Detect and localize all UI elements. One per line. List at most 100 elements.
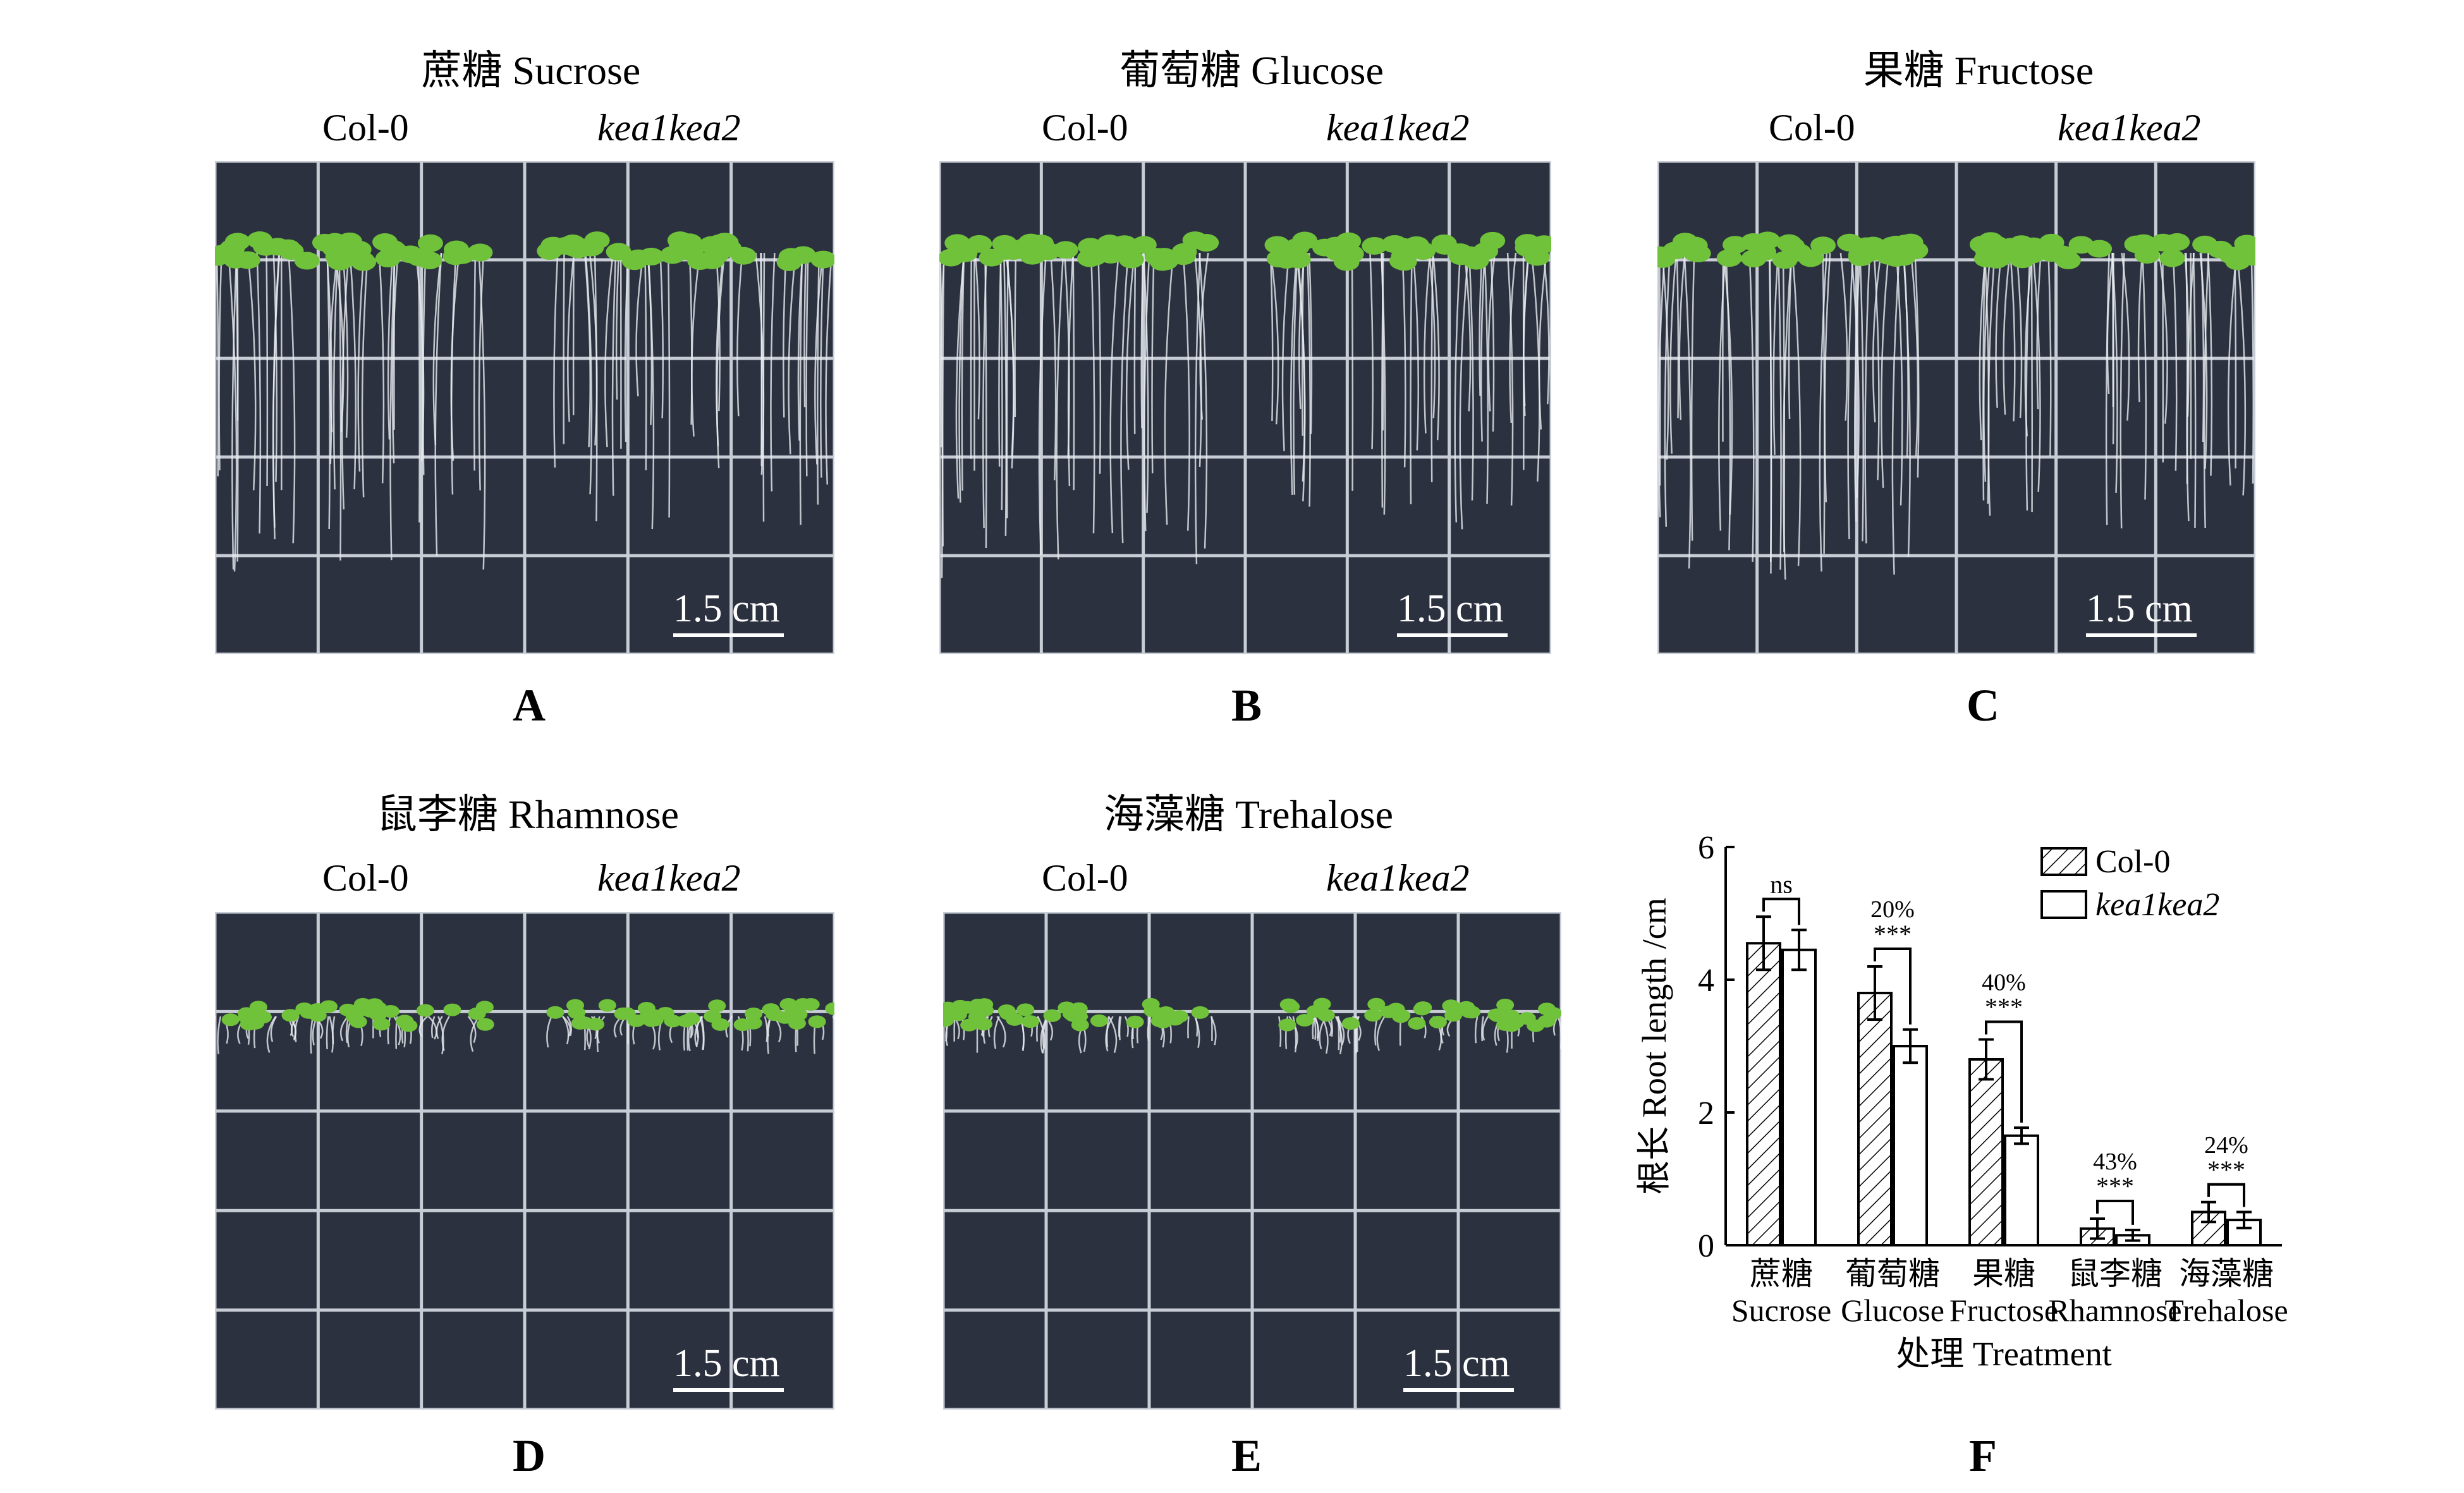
seedling-plate-photo	[943, 912, 1561, 1410]
significance-bracket	[1874, 948, 1912, 1025]
x-tick-label-en: Fructose	[1949, 1293, 2058, 1328]
error-bar	[1979, 1038, 1994, 1081]
legend: Col-0 kea1kea2	[2040, 844, 2219, 923]
scale-bar-label: 1.5 cm	[1397, 587, 1504, 630]
legend-swatch	[2040, 847, 2087, 876]
panel-title: 果糖 Fructose	[1863, 48, 2094, 93]
scale-bar	[673, 1388, 784, 1392]
y-axis-label: 根长 Root length /cm	[1635, 898, 1673, 1194]
legend-swatch	[2040, 890, 2087, 919]
legend-label: kea1kea2	[2095, 887, 2219, 923]
bar-col0	[1857, 992, 1893, 1246]
error-bar	[2125, 1228, 2140, 1242]
seedlings-col0	[943, 997, 1217, 1054]
significance-label: ns	[1770, 870, 1793, 898]
seedlings-mutant	[537, 231, 834, 530]
seedlings-col0	[939, 231, 1219, 578]
significance-bracket	[1985, 1020, 2023, 1123]
seedlings-mutant	[1969, 232, 2255, 528]
genotype-label-left: Col-0	[1042, 107, 1128, 149]
x-tick-label-en: Sucrose	[1731, 1293, 1831, 1328]
significance-label: ***	[1874, 920, 1912, 948]
x-tick-label-cn: 果糖	[1972, 1256, 2035, 1291]
panel-letter: D	[513, 1430, 546, 1481]
panel-title: 鼠李糖 Rhamnose	[376, 792, 680, 837]
x-tick-label-cn: 海藻糖	[2179, 1256, 2274, 1291]
percent-label: 43%	[2093, 1149, 2137, 1175]
error-bar	[2201, 1200, 2216, 1224]
y-tick-label: 0	[1698, 1228, 1714, 1264]
percent-label: 20%	[1870, 896, 1915, 923]
plate-illustration	[943, 912, 1561, 1410]
significance-bracket	[1762, 898, 1800, 925]
seedlings-mutant	[1264, 231, 1551, 530]
scale-bar	[1403, 1388, 1514, 1392]
plate-illustration	[215, 912, 834, 1410]
plate-illustration	[1657, 161, 2255, 654]
legend-label: Col-0	[2095, 844, 2170, 880]
genotype-label-left: Col-0	[1769, 107, 1855, 149]
seedlings-col0	[215, 997, 494, 1054]
seedling-plate-photo	[1657, 161, 2255, 654]
seedlings-mutant	[1278, 997, 1561, 1054]
scale-bar	[673, 633, 784, 637]
x-tick-label-en: Rhamnose	[2048, 1293, 2181, 1328]
error-bar	[2236, 1210, 2252, 1229]
panel-letter: C	[1967, 680, 1999, 731]
x-tick-label-en: Trehalose	[2164, 1293, 2288, 1328]
panel-title: 蔗糖 Sucrose	[421, 48, 641, 93]
scale-bar-label: 1.5 cm	[1403, 1342, 1510, 1385]
bar-mutant	[1893, 1045, 1928, 1246]
y-tick-label: 4	[1698, 963, 1714, 999]
plate-illustration	[215, 161, 834, 654]
panel-title: 葡萄糖 Glucose	[1119, 48, 1384, 93]
y-tick-label: 2	[1698, 1095, 1714, 1131]
error-bar	[1756, 915, 1771, 972]
seedling-plate-photo	[939, 161, 1551, 654]
x-tick-label-cn: 蔗糖	[1750, 1256, 1813, 1291]
genotype-label-right: kea1kea2	[597, 857, 741, 899]
genotype-label-right: kea1kea2	[597, 107, 741, 149]
panel-letter: A	[513, 680, 546, 731]
bar-col0	[1968, 1058, 2004, 1246]
seedlings-col0	[1657, 231, 1929, 580]
scale-bar-label: 1.5 cm	[673, 1342, 780, 1385]
genotype-label-right: kea1kea2	[1326, 857, 1470, 899]
significance-bracket	[2207, 1183, 2245, 1207]
x-tick-label-cn: 葡萄糖	[1845, 1256, 1940, 1291]
percent-label: 40%	[1982, 970, 2026, 996]
bar-col0	[1746, 942, 1781, 1246]
panel-letter: E	[1231, 1430, 1262, 1481]
y-tick-label: 6	[1698, 830, 1714, 866]
scale-bar-label: 1.5 cm	[2086, 587, 2193, 630]
significance-label: ***	[2096, 1172, 2134, 1200]
error-bar	[1791, 929, 1807, 972]
error-bar	[1903, 1028, 1918, 1064]
genotype-label-left: Col-0	[322, 107, 409, 149]
genotype-label-left: Col-0	[322, 857, 409, 899]
genotype-label-right: kea1kea2	[1326, 107, 1470, 149]
seedlings-col0	[215, 231, 493, 572]
error-bar	[1867, 965, 1882, 1021]
plate-grid	[215, 912, 834, 1410]
percent-label: 24%	[2204, 1132, 2248, 1159]
seedling-plate-photo	[215, 161, 834, 654]
x-axis-label: 处理 Treatment	[1896, 1335, 2111, 1372]
significance-bracket	[2096, 1200, 2134, 1225]
plate-illustration	[939, 161, 1551, 654]
panel-letter: B	[1231, 680, 1262, 731]
x-tick-label-en: Glucose	[1841, 1293, 1944, 1328]
bar-mutant	[2004, 1134, 2039, 1246]
scale-bar	[2086, 633, 2197, 637]
seedlings-mutant	[546, 998, 834, 1054]
scale-bar	[1397, 633, 1508, 637]
error-bar	[2014, 1126, 2029, 1145]
seedling-plate-photo	[215, 912, 834, 1410]
panel-letter: F	[1969, 1430, 1997, 1481]
significance-label: ***	[2207, 1155, 2245, 1184]
x-tick-label-cn: 鼠李糖	[2068, 1256, 2162, 1291]
genotype-label-left: Col-0	[1042, 857, 1128, 899]
significance-label: ***	[1985, 993, 2023, 1021]
scale-bar-label: 1.5 cm	[673, 587, 780, 630]
